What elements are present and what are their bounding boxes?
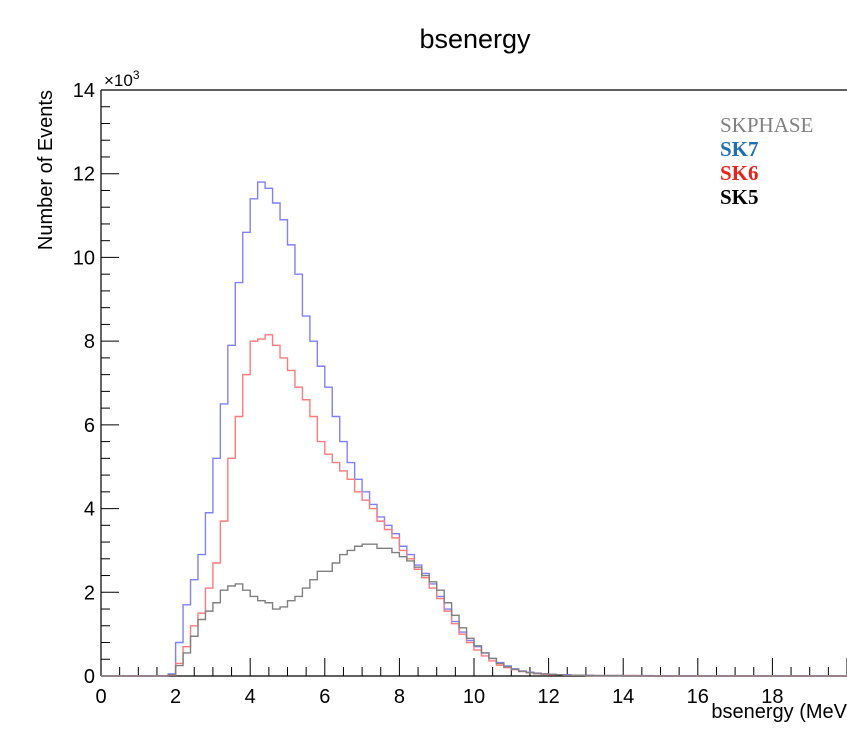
x-tick-label: 0 (95, 686, 106, 708)
legend-entry-skphase: SKPHASE (720, 113, 813, 137)
legend-entry-sk7: SK7 (720, 137, 759, 161)
x-tick-label: 6 (319, 686, 330, 708)
y-tick-label: 0 (84, 666, 95, 688)
x-tick-label: 16 (687, 686, 709, 708)
y-tick-label: 10 (73, 247, 95, 269)
x-tick-label: 12 (537, 686, 559, 708)
x-axis-ticks: 0 2 4 6 8 10 12 14 16 18 (95, 658, 847, 708)
series-line-sk7 (101, 181, 847, 677)
x-tick-label: 14 (612, 686, 634, 708)
y-tick-label: 2 (84, 582, 95, 604)
y-tick-label: 6 (84, 415, 95, 437)
y-axis-multiplier-base: ×10 (104, 71, 133, 90)
y-axis-multiplier: ×103 (104, 68, 140, 90)
y-tick-label: 4 (84, 499, 95, 521)
legend-entry-sk6: SK6 (720, 161, 759, 185)
x-tick-label: 18 (761, 686, 783, 708)
legend-entry-sk5: SK5 (720, 185, 759, 209)
y-axis-title-group: Number of Events (35, 90, 57, 250)
x-tick-label: 2 (170, 686, 181, 708)
y-axis-multiplier-exponent: 3 (133, 68, 140, 82)
x-tick-label: 10 (463, 686, 485, 708)
series-line-skphase (101, 543, 847, 677)
y-axis-ticks: 0 2 4 6 8 10 12 14 (73, 80, 119, 688)
series-group (101, 181, 847, 677)
y-tick-label: 14 (73, 80, 95, 102)
y-tick-label: 8 (84, 331, 95, 353)
x-axis-title: bsenergy (MeV (711, 701, 847, 723)
x-tick-label: 4 (245, 686, 256, 708)
y-axis-title: Number of Events (35, 90, 57, 250)
chart-title: bsenergy (419, 24, 531, 54)
y-tick-label: 12 (73, 164, 95, 186)
x-tick-label: 8 (394, 686, 405, 708)
